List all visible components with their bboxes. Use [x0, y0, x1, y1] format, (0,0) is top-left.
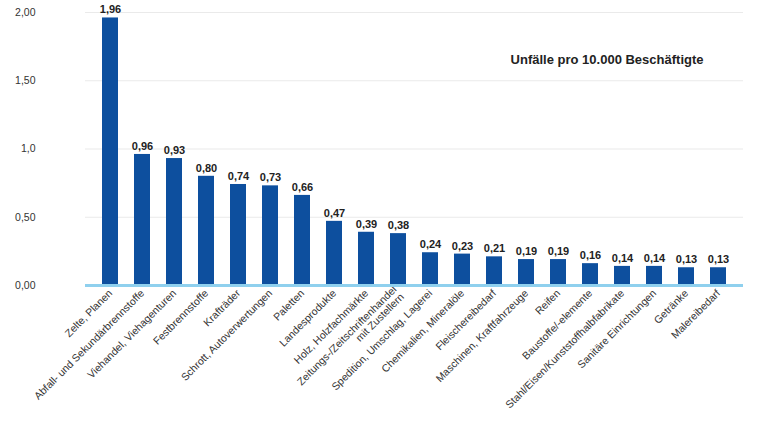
svg-text:0,24: 0,24: [420, 238, 442, 250]
svg-text:0,96: 0,96: [132, 140, 153, 152]
svg-text:Schrott, Autoverwertungen: Schrott, Autoverwertungen: [178, 287, 274, 383]
svg-text:1,0: 1,0: [21, 142, 36, 154]
svg-text:0,47: 0,47: [324, 207, 345, 219]
svg-text:0,21: 0,21: [484, 242, 505, 254]
svg-text:0,14: 0,14: [644, 252, 666, 264]
svg-text:Maschinen, Kraftfahrzeuge: Maschinen, Kraftfahrzeuge: [433, 287, 530, 384]
svg-text:0,19: 0,19: [516, 245, 537, 257]
svg-text:Sanitäre Einrichtungen: Sanitäre Einrichtungen: [575, 287, 659, 371]
svg-text:0,23: 0,23: [452, 240, 473, 252]
svg-text:Stahl/Eisen/Kunststoffhalbfabr: Stahl/Eisen/Kunststoffhalbfabrikate: [503, 287, 627, 411]
svg-text:0,93: 0,93: [164, 144, 185, 156]
svg-text:0,50: 0,50: [15, 211, 36, 223]
svg-text:1,96: 1,96: [100, 3, 121, 15]
svg-text:0,39: 0,39: [356, 218, 377, 230]
svg-text:0,14: 0,14: [612, 252, 634, 264]
svg-text:0,73: 0,73: [260, 171, 281, 183]
svg-text:1,50: 1,50: [15, 74, 36, 86]
svg-text:0,19: 0,19: [548, 245, 569, 257]
svg-text:0,13: 0,13: [676, 253, 697, 265]
svg-text:0,38: 0,38: [388, 219, 409, 231]
svg-text:Malereibedarf: Malereibedarf: [668, 287, 722, 341]
svg-text:0,74: 0,74: [228, 170, 250, 182]
svg-text:0,66: 0,66: [292, 181, 313, 193]
svg-text:2,00: 2,00: [15, 6, 36, 18]
svg-text:0,00: 0,00: [15, 279, 36, 291]
svg-text:0,16: 0,16: [580, 249, 601, 261]
svg-text:Unfälle pro 10.000 Beschäftigt: Unfälle pro 10.000 Beschäftigte: [511, 52, 704, 67]
svg-text:0,13: 0,13: [708, 253, 729, 265]
svg-text:Festbrennstoffe: Festbrennstoffe: [150, 287, 210, 347]
svg-text:Landesprodukte: Landesprodukte: [277, 287, 339, 349]
svg-text:Reifen: Reifen: [532, 287, 562, 317]
svg-text:0,80: 0,80: [196, 162, 217, 174]
